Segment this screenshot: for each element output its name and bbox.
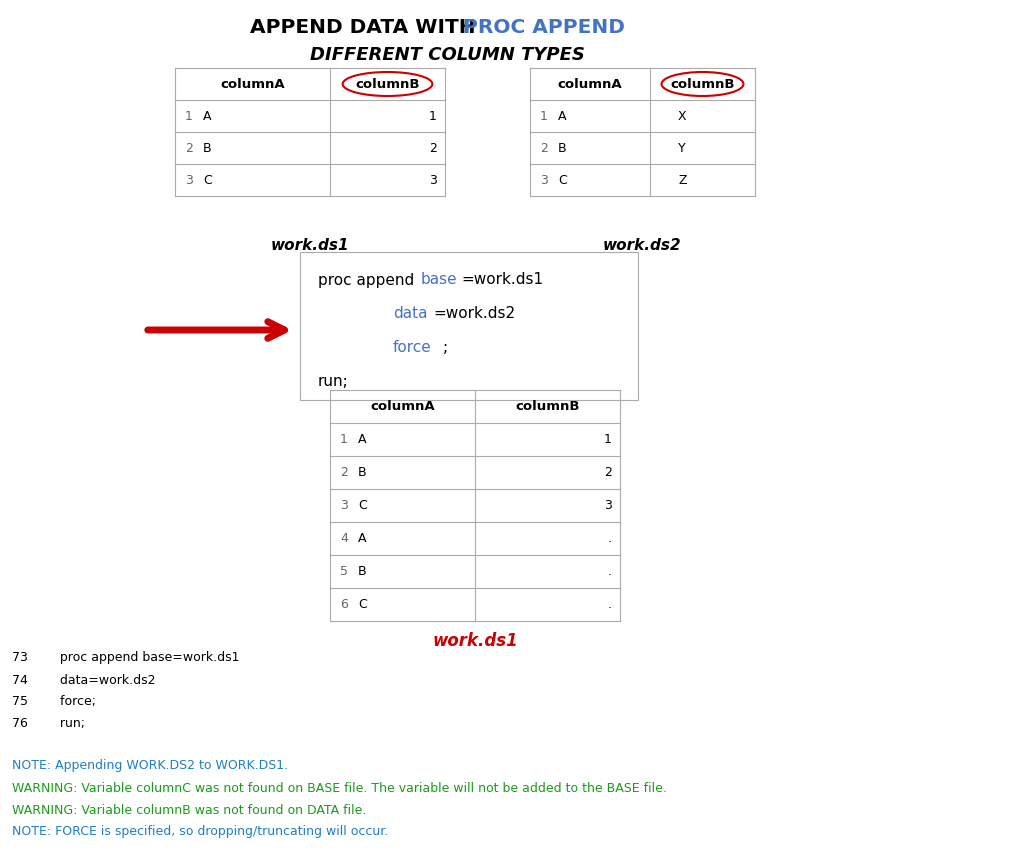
- Text: B: B: [358, 466, 367, 479]
- Text: .: .: [607, 532, 612, 545]
- Text: 74        data=work.ds2: 74 data=work.ds2: [12, 673, 155, 687]
- Text: C: C: [558, 174, 567, 187]
- Text: columnB: columnB: [670, 78, 735, 90]
- Text: A: A: [203, 110, 211, 123]
- Text: force: force: [393, 341, 432, 355]
- Text: 3: 3: [340, 499, 348, 512]
- Text: Y: Y: [678, 141, 686, 154]
- Text: WARNING: Variable columnB was not found on DATA file.: WARNING: Variable columnB was not found …: [12, 803, 367, 816]
- Text: A: A: [358, 532, 367, 545]
- Text: 3: 3: [540, 174, 548, 187]
- Text: work.ds2: work.ds2: [602, 239, 681, 254]
- Text: 2: 2: [340, 466, 348, 479]
- Text: WARNING: Variable columnC was not found on BASE file. The variable will not be a: WARNING: Variable columnC was not found …: [12, 781, 667, 795]
- Text: columnB: columnB: [355, 78, 420, 90]
- Text: C: C: [203, 174, 211, 187]
- Text: 73        proc append base=work.ds1: 73 proc append base=work.ds1: [12, 652, 240, 665]
- Text: 2: 2: [540, 141, 548, 154]
- Text: NOTE: Appending WORK.DS2 to WORK.DS1.: NOTE: Appending WORK.DS2 to WORK.DS1.: [12, 759, 288, 773]
- Text: 3: 3: [185, 174, 193, 187]
- Text: 75        force;: 75 force;: [12, 695, 96, 709]
- Text: Z: Z: [678, 174, 686, 187]
- Text: 1: 1: [540, 110, 548, 123]
- Text: 6: 6: [340, 598, 348, 611]
- Text: .: .: [607, 565, 612, 578]
- Text: C: C: [358, 598, 367, 611]
- Text: 1: 1: [340, 433, 348, 446]
- Text: .: .: [607, 598, 612, 611]
- Text: =work.ds2: =work.ds2: [433, 307, 516, 321]
- Bar: [300, 252, 638, 400]
- Text: work.ds1: work.ds1: [271, 239, 349, 254]
- Text: data: data: [393, 307, 428, 321]
- Text: APPEND DATA WITH: APPEND DATA WITH: [250, 18, 483, 37]
- Text: 2: 2: [604, 466, 612, 479]
- Text: A: A: [558, 110, 567, 123]
- Text: 3: 3: [604, 499, 612, 512]
- Text: 2: 2: [185, 141, 193, 154]
- Text: 1: 1: [604, 433, 612, 446]
- Text: X: X: [678, 110, 687, 123]
- Text: columnA: columnA: [557, 78, 623, 90]
- Text: work.ds1: work.ds1: [432, 632, 518, 650]
- Text: base: base: [421, 273, 457, 287]
- Text: ;: ;: [443, 341, 448, 355]
- Text: PROC APPEND: PROC APPEND: [463, 18, 625, 37]
- Text: columnB: columnB: [516, 400, 580, 413]
- Text: run;: run;: [318, 375, 349, 389]
- Text: =work.ds1: =work.ds1: [461, 273, 543, 287]
- Text: 1: 1: [185, 110, 193, 123]
- Text: A: A: [358, 433, 367, 446]
- Text: columnA: columnA: [221, 78, 285, 90]
- Text: B: B: [358, 565, 367, 578]
- Text: B: B: [203, 141, 211, 154]
- Text: DIFFERENT COLUMN TYPES: DIFFERENT COLUMN TYPES: [310, 46, 585, 64]
- Text: B: B: [558, 141, 567, 154]
- Text: 4: 4: [340, 532, 348, 545]
- Text: 2: 2: [429, 141, 437, 154]
- Text: 1: 1: [429, 110, 437, 123]
- Text: C: C: [358, 499, 367, 512]
- Text: columnA: columnA: [371, 400, 435, 413]
- Text: 76        run;: 76 run;: [12, 717, 85, 730]
- Text: 5: 5: [340, 565, 348, 578]
- Text: NOTE: FORCE is specified, so dropping/truncating will occur.: NOTE: FORCE is specified, so dropping/tr…: [12, 826, 388, 838]
- Text: 3: 3: [429, 174, 437, 187]
- Text: proc append: proc append: [318, 273, 420, 287]
